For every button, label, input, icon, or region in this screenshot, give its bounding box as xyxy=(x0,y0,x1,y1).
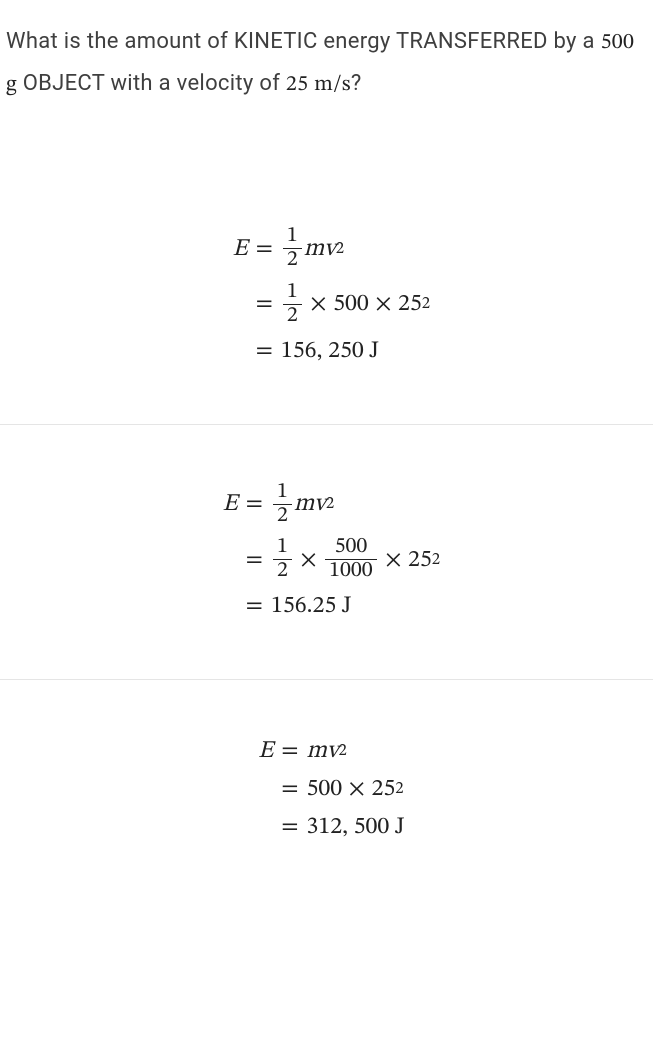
sym-eq: = xyxy=(273,736,306,766)
val-v: 25 xyxy=(408,545,432,575)
unit-J: J xyxy=(395,812,405,842)
q-part2: OBJECT with a velocity of xyxy=(17,71,286,96)
math-block: E = 1 2 mv2 = 1 xyxy=(213,481,440,629)
q-part1: What is the amount of KINETIC energy TRA… xyxy=(6,29,601,54)
sym-v: v xyxy=(324,234,336,264)
math-block: E = 1 2 mv2 = 1 xyxy=(223,225,430,373)
q-mass-unit: g xyxy=(6,74,17,96)
math-block: E = mv2 = 500 × 252 xyxy=(249,736,405,850)
sym-times: × xyxy=(304,289,333,319)
sym-eq: = xyxy=(248,289,281,319)
half-den: 2 xyxy=(273,504,292,528)
sym-v: v xyxy=(327,736,339,766)
half-den: 2 xyxy=(283,248,302,272)
question-text: What is the amount of KINETIC energy TRA… xyxy=(0,0,653,105)
sym-eq: = xyxy=(238,489,271,519)
q-vel-val: 25 xyxy=(286,74,308,96)
q-part3: ? xyxy=(351,71,362,96)
result-value: 156, 250 xyxy=(281,336,364,366)
unit-J: J xyxy=(369,336,379,366)
q-mass-val: 500 xyxy=(601,32,635,54)
page: What is the amount of KINETIC energy TRA… xyxy=(0,0,653,900)
answer-option-1[interactable]: E = 1 2 mv2 = 1 xyxy=(0,105,653,423)
sym-eq: = xyxy=(273,774,306,804)
sym-eq: = xyxy=(238,545,271,575)
frac-half: 1 2 xyxy=(273,536,292,583)
sym-m: m xyxy=(294,489,314,519)
sym-E: E xyxy=(258,736,273,766)
sym-E: E xyxy=(233,234,248,264)
answer-option-2[interactable]: E = 1 2 mv2 = 1 xyxy=(0,424,653,679)
sym-m: m xyxy=(307,736,327,766)
half-den: 2 xyxy=(273,559,292,583)
result-value: 156.25 xyxy=(271,591,336,621)
answer-option-3[interactable]: E = mv2 = 500 × 252 xyxy=(0,679,653,900)
half-num: 1 xyxy=(273,536,292,559)
val-v: 25 xyxy=(371,774,395,804)
val-v: 25 xyxy=(398,289,422,319)
half-num: 1 xyxy=(283,281,302,304)
sym-times: × xyxy=(379,545,408,575)
sym-v: v xyxy=(314,489,326,519)
mass-num: 500 xyxy=(331,536,372,559)
sym-m: m xyxy=(304,234,324,264)
sym-eq: = xyxy=(238,591,271,621)
unit-J: J xyxy=(342,591,352,621)
half-den: 2 xyxy=(283,304,302,328)
sym-eq: = xyxy=(248,336,281,366)
sym-E: E xyxy=(223,489,238,519)
frac-half: 1 2 xyxy=(283,281,302,328)
sym-times: × xyxy=(369,289,398,319)
mass-den: 1000 xyxy=(325,559,377,583)
q-vel-unit: m/s xyxy=(314,74,351,96)
sym-times: × xyxy=(294,545,323,575)
half-num: 1 xyxy=(273,481,292,504)
frac-half: 1 2 xyxy=(283,225,302,272)
val-m: 500 xyxy=(333,289,369,319)
val-m: 500 xyxy=(307,774,343,804)
result-value: 312, 500 xyxy=(307,812,390,842)
sym-times: × xyxy=(342,774,371,804)
frac-half: 1 2 xyxy=(273,481,292,528)
sym-eq: = xyxy=(248,234,281,264)
frac-mass: 500 1000 xyxy=(325,536,377,583)
half-num: 1 xyxy=(283,225,302,248)
sym-eq: = xyxy=(273,812,306,842)
